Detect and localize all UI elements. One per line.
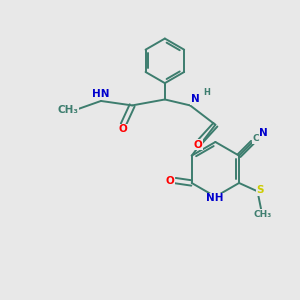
- Text: O: O: [119, 124, 128, 134]
- Text: N: N: [191, 94, 200, 104]
- Text: S: S: [256, 185, 264, 195]
- Text: CH₃: CH₃: [58, 105, 79, 115]
- Text: CH₃: CH₃: [254, 210, 272, 219]
- Text: N: N: [260, 128, 268, 138]
- Text: C: C: [252, 134, 259, 143]
- Text: NH: NH: [206, 193, 224, 203]
- Text: H: H: [203, 88, 210, 98]
- Text: O: O: [193, 140, 202, 150]
- Text: O: O: [166, 176, 175, 186]
- Text: HN: HN: [92, 88, 110, 98]
